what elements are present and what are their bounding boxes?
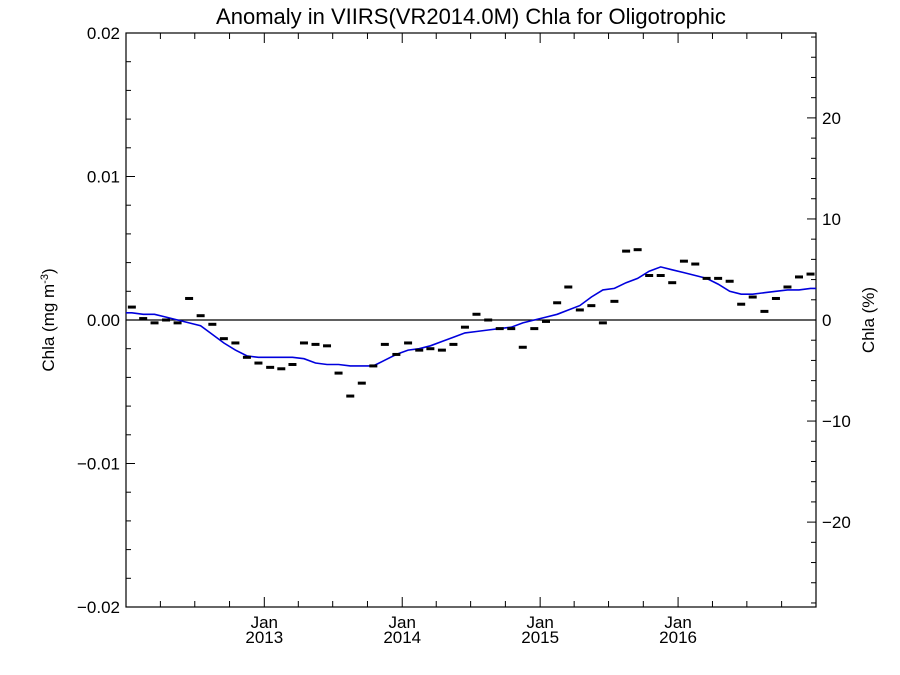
left-tick-label: −0.02 xyxy=(77,598,120,617)
x-tick-year: 2013 xyxy=(245,628,283,647)
y-axis-label-left: Chla (mg m-3) xyxy=(39,268,58,371)
right-tick-label: 20 xyxy=(822,109,841,128)
right-tick-label: 10 xyxy=(822,210,841,229)
x-tick-month: Jan xyxy=(526,613,553,632)
left-tick-label: −0.01 xyxy=(77,455,120,474)
tick-labels: −0.02−0.010.000.010.02−20−1001020Jan2013… xyxy=(77,24,851,647)
chart-title: Anomaly in VIIRS(VR2014.0M) Chla for Oli… xyxy=(216,4,726,29)
x-tick-month: Jan xyxy=(389,613,416,632)
x-tick-month: Jan xyxy=(251,613,278,632)
x-tick-year: 2016 xyxy=(659,628,697,647)
running-mean-line xyxy=(126,266,816,367)
left-tick-label: 0.01 xyxy=(87,168,120,187)
monthly-anomaly-marks xyxy=(127,248,815,398)
left-tick-label: 0.02 xyxy=(87,24,120,43)
x-tick-year: 2015 xyxy=(521,628,559,647)
right-tick-label: −20 xyxy=(822,513,851,532)
x-tick-month: Jan xyxy=(664,613,691,632)
y-axis-label-right: Chla (%) xyxy=(859,287,878,353)
right-tick-label: 0 xyxy=(822,311,831,330)
left-tick-label: 0.00 xyxy=(87,311,120,330)
right-tick-label: −10 xyxy=(822,412,851,431)
axis-ticks xyxy=(126,32,816,608)
x-tick-year: 2014 xyxy=(383,628,421,647)
